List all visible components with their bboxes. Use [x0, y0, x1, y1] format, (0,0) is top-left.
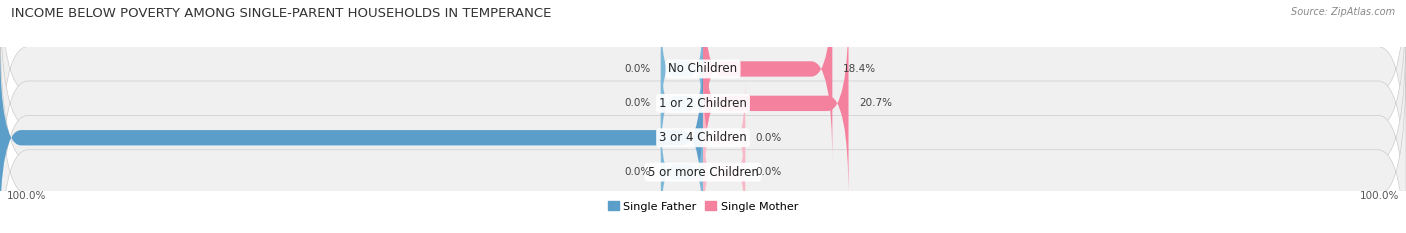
Legend: Single Father, Single Mother: Single Father, Single Mother — [607, 201, 799, 212]
Text: 18.4%: 18.4% — [844, 64, 876, 74]
Text: INCOME BELOW POVERTY AMONG SINGLE-PARENT HOUSEHOLDS IN TEMPERANCE: INCOME BELOW POVERTY AMONG SINGLE-PARENT… — [11, 7, 551, 20]
FancyBboxPatch shape — [703, 8, 849, 199]
FancyBboxPatch shape — [661, 42, 703, 164]
FancyBboxPatch shape — [0, 23, 1406, 233]
Text: 0.0%: 0.0% — [624, 167, 650, 177]
Text: 5 or more Children: 5 or more Children — [648, 166, 758, 179]
Text: 0.0%: 0.0% — [624, 64, 650, 74]
Text: 3 or 4 Children: 3 or 4 Children — [659, 131, 747, 144]
Text: No Children: No Children — [668, 62, 738, 75]
Text: 0.0%: 0.0% — [756, 167, 782, 177]
FancyBboxPatch shape — [0, 57, 1406, 233]
Text: 100.0%: 100.0% — [7, 191, 46, 201]
Text: 20.7%: 20.7% — [859, 98, 891, 108]
FancyBboxPatch shape — [0, 0, 1406, 219]
Text: Source: ZipAtlas.com: Source: ZipAtlas.com — [1291, 7, 1395, 17]
FancyBboxPatch shape — [0, 0, 1406, 184]
FancyBboxPatch shape — [703, 0, 832, 164]
FancyBboxPatch shape — [703, 77, 745, 199]
FancyBboxPatch shape — [661, 8, 703, 130]
Text: 100.0%: 100.0% — [1360, 191, 1399, 201]
Text: 0.0%: 0.0% — [756, 133, 782, 143]
FancyBboxPatch shape — [0, 42, 703, 233]
FancyBboxPatch shape — [661, 111, 703, 233]
Text: 1 or 2 Children: 1 or 2 Children — [659, 97, 747, 110]
FancyBboxPatch shape — [703, 111, 745, 233]
Text: 0.0%: 0.0% — [624, 98, 650, 108]
